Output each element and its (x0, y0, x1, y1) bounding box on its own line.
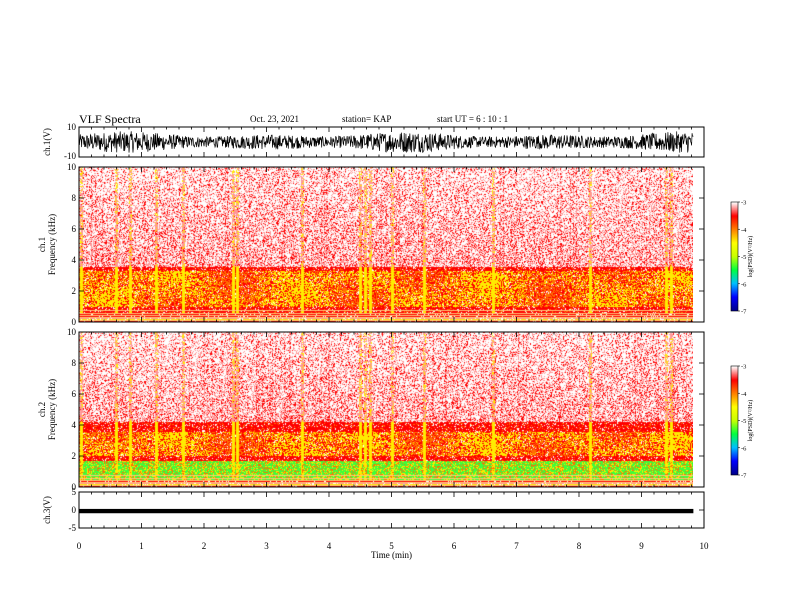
ch3-waveform-ytick-label: -5 (69, 523, 77, 533)
colorbar-ch2-tick-label: -5 (741, 418, 746, 425)
colorbar-ch1-gradient (731, 202, 738, 311)
ch3-waveform-trace (79, 508, 694, 514)
ch3-waveform-ytick-label: 0 (72, 505, 77, 515)
ch2-spectrogram-ylabel-frequency: Frequency (kHz) (47, 379, 57, 440)
colorbar-ch2-tick-label: -6 (741, 445, 747, 452)
ch3-waveform-ylabel: ch.3(V) (42, 496, 52, 524)
colorbar-ch1-tick-label: -3 (741, 200, 746, 207)
ch1-waveform-ytick-label: -10 (64, 151, 76, 161)
ch2-spectrogram-ytick-label: 2 (72, 451, 77, 461)
ch2-spectrogram-ytick-label: 8 (72, 358, 77, 368)
colorbar-ch1-tick-label: -4 (741, 227, 747, 234)
ch1-spectrogram-ytick-label: 4 (72, 255, 77, 265)
ch1-waveform-panel: 10 -10 ch.1(V) (42, 122, 705, 161)
ch2-spectrogram-panel: 0 2 4 6 8 10 ch.2 Frequency (kHz) (37, 327, 705, 492)
time-tick-label: 1 (139, 541, 144, 551)
start-time-label: start UT = 6 : 10 : 1 (437, 114, 509, 124)
colorbar-ch2-tick-label: -7 (741, 473, 747, 480)
colorbar-ch1: -3 -4 -5 -6 -7 log(PSD)(V²/Hz) (730, 200, 754, 316)
ch2-spectrogram-image (79, 332, 693, 487)
time-tick-label: 9 (639, 541, 644, 551)
station-label: station= KAP (342, 114, 392, 124)
ch2-spectrogram-ytick-label: 0 (72, 482, 77, 492)
time-tick-label: 6 (452, 541, 457, 551)
ch1-waveform-ytick-label: 10 (67, 122, 77, 132)
time-axis-label: Time (min) (371, 550, 412, 560)
colorbar-ch2-tick-label: -4 (741, 391, 747, 398)
date-label: Oct. 23, 2021 (250, 114, 299, 124)
ch3-waveform-ytick-label: 5 (72, 487, 77, 497)
ch1-spectrogram-ylabel-frequency: Frequency (kHz) (47, 214, 57, 275)
ch1-spectrogram-ytick-label: 2 (72, 286, 77, 296)
ch1-spectrogram-image (79, 167, 693, 322)
time-tick-label: 0 (77, 541, 82, 551)
time-tick-label: 8 (577, 541, 582, 551)
ch1-spectrogram-ytick-label: 6 (72, 224, 77, 234)
colorbar-ch1-label: log(PSD)(V²/Hz) (747, 236, 754, 277)
time-tick-label: 3 (264, 541, 269, 551)
ch1-spectrogram-ytick-label: 0 (72, 317, 77, 327)
colorbar-ch2: -3 -4 -5 -6 -7 log(PSD)(V²/Hz) (730, 364, 754, 480)
colorbar-ch2-label: log(PSD)(V²/Hz) (747, 400, 754, 441)
ch2-spectrogram-ytick-label: 10 (67, 327, 77, 337)
colorbar-ch2-tick-label: -3 (741, 364, 746, 371)
ch1-waveform-ylabel: ch.1(V) (42, 128, 52, 156)
colorbar-ch1-tick-label: -5 (741, 254, 746, 261)
ch1-spectrogram-panel: 0 2 4 6 8 10 ch.1 Frequency (kHz) (37, 162, 705, 327)
figure-title: VLF Spectra (79, 112, 141, 126)
time-tick-label: 10 (700, 541, 710, 551)
ch2-spectrogram-ytick-label: 6 (72, 389, 77, 399)
colorbar-ch1-tick-label: -7 (741, 309, 747, 316)
time-axis: 0 1 2 3 4 5 6 7 8 9 10 Time (min) (77, 541, 709, 560)
ch2-spectrogram-ylabel: ch.2 (37, 402, 47, 417)
colorbar-ch1-tick-label: -6 (741, 281, 747, 288)
ch2-spectrogram-ytick-label: 4 (72, 420, 77, 430)
colorbar-ch2-gradient (731, 366, 738, 475)
ch3-waveform-panel: 5 0 -5 ch.3(V) (42, 487, 705, 533)
ch1-spectrogram-ytick-label: 8 (72, 193, 77, 203)
time-tick-label: 7 (514, 541, 519, 551)
time-tick-label: 5 (389, 541, 394, 551)
time-tick-label: 2 (202, 541, 207, 551)
time-tick-label: 4 (327, 541, 332, 551)
ch1-spectrogram-ylabel: ch.1 (37, 237, 47, 252)
ch1-spectrogram-ytick-label: 10 (67, 162, 77, 172)
ch1-waveform-trace (78, 131, 694, 153)
